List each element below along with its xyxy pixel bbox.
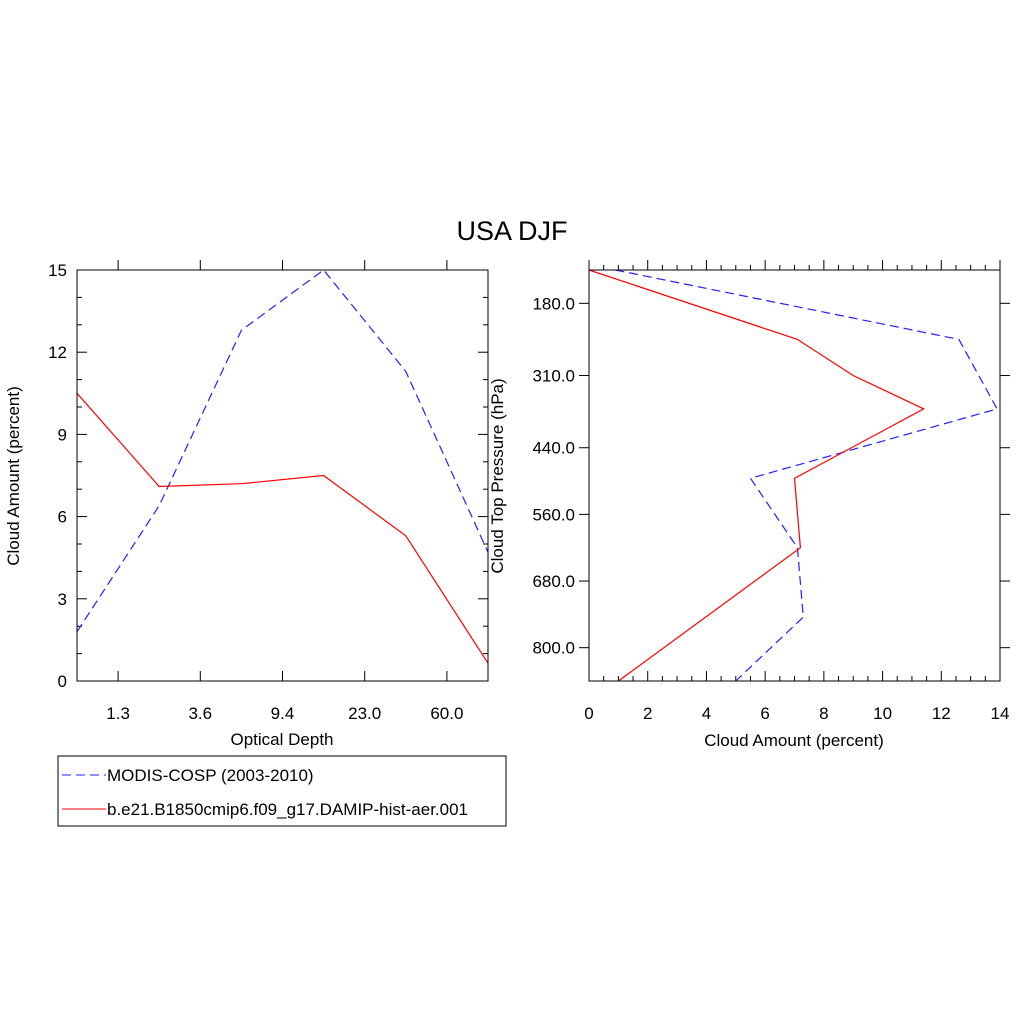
legend-box [57,755,507,827]
left-plot-frame [76,269,489,682]
left-series-modis-line [76,269,489,633]
right-y-tick-label: 680.0 [532,572,575,591]
legend: MODIS-COSP (2003-2010) b.e21.B1850cmip6.… [57,755,507,827]
left-y-tick-label: 9 [58,425,67,444]
left-x-tick-label: 1.3 [106,704,130,723]
right-x-tick-label: 8 [819,704,828,723]
left-y-tick-label: 15 [48,261,67,280]
right-x-tick-label: 0 [584,704,593,723]
left-x-axis-title: Optical Depth [231,730,334,749]
right-series-lines [588,269,998,682]
right-tick-labels: 0 2 4 6 8 10 12 14 180.0 310.0 440.0 560.0 680.0 800.… [532,294,1009,723]
left-x-tick-label: 60.0 [430,704,463,723]
right-y-axis-title: Cloud Top Pressure (hPa) [488,378,507,573]
right-y-tick-label: 560.0 [532,505,575,524]
left-x-tick-label: 9.4 [271,704,295,723]
right-x-tick-label: 14 [991,704,1010,723]
left-y-tick-label: 12 [48,343,67,362]
right-x-tick-label: 4 [702,704,711,723]
right-x-tick-label: 6 [760,704,769,723]
left-series-lines [76,269,489,664]
chart-title: USA DJF [456,216,567,246]
right-plot-frame [588,269,1001,682]
left-y-tick-label: 6 [58,508,67,527]
legend-label-modis: MODIS-COSP (2003-2010) [107,766,314,785]
left-y-axis-title: Cloud Amount (percent) [4,386,23,566]
left-x-tick-label: 3.6 [188,704,212,723]
left-tick-labels: 0 3 6 9 12 15 1.3 3.6 9.4 23.0 60.0 [48,261,463,723]
right-y-tick-label: 800.0 [532,639,575,658]
right-ticks [579,260,1010,681]
left-ticks [77,260,488,682]
left-y-tick-label: 0 [58,672,67,691]
right-series-model-line [588,269,926,682]
left-series-model-line [76,392,489,664]
right-series-modis-line [615,269,998,682]
right-x-tick-label: 12 [932,704,951,723]
legend-label-model: b.e21.B1850cmip6.f09_g17.DAMIP-hist-aer.… [107,800,468,819]
right-y-tick-label: 310.0 [532,367,575,386]
right-x-tick-label: 10 [873,704,892,723]
right-y-tick-label: 440.0 [532,439,575,458]
cloud-top-pressure-panel: 0 2 4 6 8 10 12 14 180.0 310.0 440.0 560.0 680.0 800.… [488,260,1010,750]
left-y-tick-label: 3 [58,590,67,609]
right-x-tick-label: 2 [643,704,652,723]
right-y-tick-label: 180.0 [532,294,575,313]
right-x-axis-title: Cloud Amount (percent) [704,731,884,750]
left-x-tick-label: 23.0 [348,704,381,723]
